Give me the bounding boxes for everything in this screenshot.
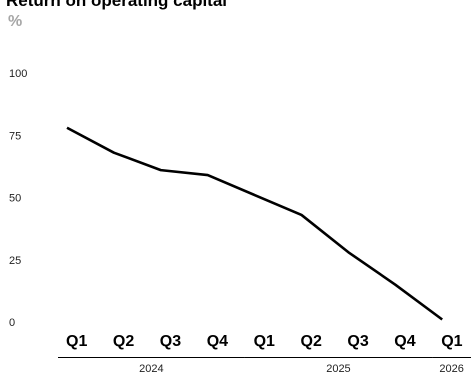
chart-title: Return on operating capital: [6, 0, 228, 10]
series-line: [66, 126, 443, 321]
y-tick-label: 75: [9, 130, 21, 142]
x-tick-label: Q1: [254, 333, 275, 350]
unit-label: %: [8, 13, 23, 30]
x-tick-label: Q3: [347, 333, 368, 350]
x-tick-label: Q3: [160, 333, 181, 350]
y-tick-label: 25: [9, 255, 21, 267]
x-tick-label: Q4: [207, 333, 228, 350]
y-tick-label: 0: [9, 317, 15, 329]
x-tick-label: Q1: [441, 333, 462, 350]
x-tick-label: Q2: [301, 333, 322, 350]
year-label: 2024: [139, 363, 163, 375]
y-tick-label: 50: [9, 193, 21, 205]
year-label: 2025: [326, 363, 350, 375]
x-tick-label: Q2: [113, 333, 134, 350]
y-tick-label: 100: [9, 68, 27, 80]
year-label: 2026: [439, 363, 463, 375]
x-tick-label: Q1: [66, 333, 87, 350]
x-tick-label: Q4: [394, 333, 415, 350]
